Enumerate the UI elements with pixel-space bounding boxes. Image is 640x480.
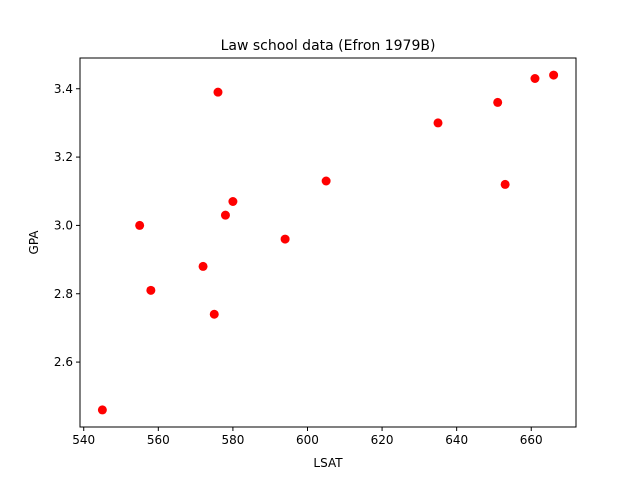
x-tick-label: 540 bbox=[72, 433, 95, 447]
data-point bbox=[530, 74, 540, 83]
x-tick-label: 640 bbox=[445, 433, 468, 447]
y-tick-label: 3.2 bbox=[54, 150, 73, 164]
y-tick-label: 2.6 bbox=[54, 355, 73, 369]
data-points bbox=[97, 70, 559, 415]
y-tick-label: 3.4 bbox=[54, 82, 73, 96]
y-axis-ticks: 2.6 2.8 3.0 3.2 3.4 bbox=[54, 82, 80, 369]
data-point bbox=[280, 234, 290, 244]
data-point bbox=[213, 87, 223, 97]
plot-frame bbox=[79, 57, 577, 428]
data-point bbox=[97, 405, 107, 415]
plot-area bbox=[80, 58, 576, 427]
x-tick-label: 620 bbox=[371, 433, 394, 447]
data-point bbox=[228, 197, 238, 206]
y-tick-label: 3.0 bbox=[54, 218, 73, 232]
data-point bbox=[321, 176, 331, 186]
data-point bbox=[493, 97, 503, 107]
data-point bbox=[433, 118, 443, 128]
data-point bbox=[549, 70, 559, 80]
x-axis-label: LSAT bbox=[313, 456, 343, 470]
x-axis-ticks: 540 560 580 600 620 640 660 bbox=[72, 427, 543, 447]
chart-title: Law school data (Efron 1979B) bbox=[221, 38, 436, 54]
data-point bbox=[198, 261, 208, 271]
data-point bbox=[209, 309, 219, 319]
x-tick-label: 660 bbox=[520, 433, 543, 447]
data-point bbox=[220, 210, 230, 220]
y-axis-label: GPA bbox=[27, 230, 41, 255]
x-tick-label: 560 bbox=[147, 433, 170, 447]
x-tick-label: 600 bbox=[296, 433, 319, 447]
data-point bbox=[135, 220, 145, 230]
data-point bbox=[500, 179, 510, 189]
x-tick-label: 580 bbox=[221, 433, 244, 447]
data-point bbox=[146, 285, 156, 295]
y-tick-label: 2.8 bbox=[54, 287, 73, 301]
